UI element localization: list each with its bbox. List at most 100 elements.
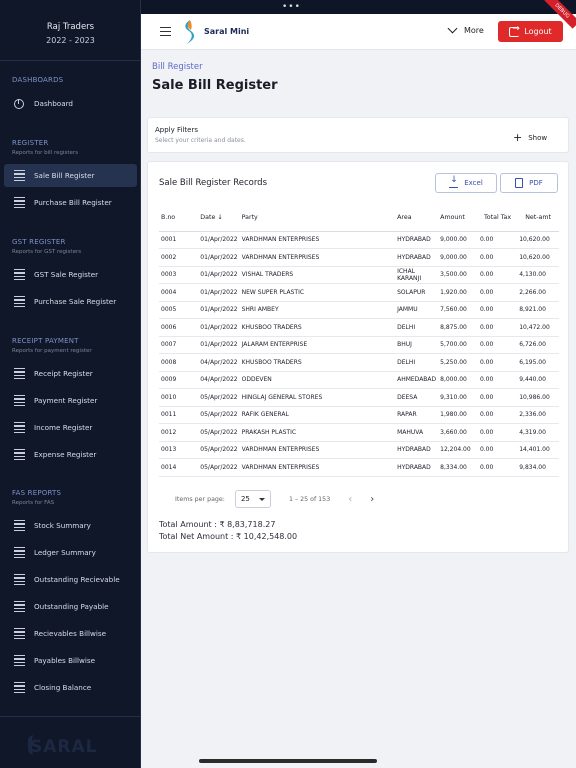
cell-net: 4,319.00 — [517, 423, 559, 442]
cell-area: DELHI — [395, 318, 439, 337]
table-row[interactable]: 0002 01/Apr/2022 VARDHMAN ENTERPRISES HYDRA… — [159, 248, 559, 267]
company-name: Raj Traders — [46, 22, 95, 32]
sidebar-item-recievables-billwise[interactable]: Recievables Billwise — [4, 622, 137, 645]
cell-party: KHUSBOO TRADERS — [239, 353, 396, 372]
more-menu-button[interactable]: More — [447, 23, 484, 35]
table-row[interactable]: 0004 01/Apr/2022 NEW SUPER PLASTIC SOLAPUR 1… — [159, 283, 559, 302]
logout-button[interactable]: Logout — [498, 21, 563, 42]
column-header-net-amt[interactable]: Net-amt — [517, 204, 559, 232]
document-icon — [515, 178, 524, 188]
cell-net: 4,130.00 — [517, 266, 559, 284]
breadcrumb[interactable]: Bill Register — [152, 62, 203, 72]
column-header-bno[interactable]: B.no — [159, 204, 199, 232]
list-icon — [4, 448, 34, 461]
sidebar-item-label: Income Register — [34, 423, 93, 432]
sidebar-item-payment-register[interactable]: Payment Register — [4, 389, 137, 412]
cell-amount: 3,660.00 — [438, 423, 478, 442]
cell-tax: 0.00 — [477, 406, 518, 424]
table-row[interactable]: 0001 01/Apr/2022 VARDHMAN ENTERPRISES HYDRA… — [159, 231, 559, 249]
pdf-label: PDF — [529, 179, 543, 187]
list-icon — [4, 268, 34, 281]
filters-subtitle: Select your criteria and dates. — [155, 137, 246, 144]
cell-area: HYDRABAD — [395, 248, 439, 267]
apply-filters-panel[interactable]: Apply Filters Select your criteria and d… — [147, 117, 569, 153]
column-header-label: Date — [200, 213, 216, 221]
items-per-page-select[interactable]: 25 — [234, 490, 271, 508]
sidebar-item-ledger-summary[interactable]: Ledger Summary — [4, 541, 137, 564]
list-icon — [4, 627, 34, 640]
sidebar-item-purchase-sale-register[interactable]: Purchase Sale Register — [4, 290, 137, 313]
cell-party: VARDHMAN ENTERPRISES — [239, 441, 396, 459]
sidebar-item-gst-sale-register[interactable]: GST Sale Register — [4, 263, 137, 286]
column-header-date[interactable]: Date ↓ — [198, 204, 240, 232]
sidebar-item-outstanding-recievable[interactable]: Outstanding Recievable — [4, 568, 137, 591]
column-header-amount[interactable]: Amount — [438, 204, 478, 232]
cell-date: 05/Apr/2022 — [198, 458, 240, 477]
table-row[interactable]: 0005 01/Apr/2022 SHRI AMBEY JAMMU 7,560.00 0.… — [159, 301, 559, 319]
column-header-area[interactable]: Area — [395, 204, 439, 232]
cell-net: 10,620.00 — [517, 231, 559, 249]
sidebar-item-receipt-register[interactable]: Receipt Register — [4, 362, 137, 385]
excel-export-button[interactable]: Excel — [435, 173, 497, 193]
table-row[interactable]: 0003 01/Apr/2022 VISHAL TRADERS ICHAL KARAN… — [159, 266, 559, 284]
home-indicator[interactable] — [199, 759, 377, 763]
column-header-party[interactable]: Party — [239, 204, 396, 232]
list-icon — [4, 421, 34, 434]
previous-page-icon[interactable]: ‹ — [348, 493, 353, 505]
multitask-dots-icon[interactable]: ••• — [282, 2, 301, 12]
sidebar-item-income-register[interactable]: Income Register — [4, 416, 137, 439]
cell-party: HINGLAJ GENERAL STORES — [239, 388, 396, 407]
next-page-icon[interactable]: › — [370, 493, 375, 505]
table-row[interactable]: 0008 04/Apr/2022 KHUSBOO TRADERS DELHI 5,250… — [159, 353, 559, 372]
saral-logo-mark-icon — [28, 735, 40, 755]
totals-section: Total Amount : ₹ 8,83,718.27 Total Net A… — [159, 519, 297, 543]
company-info: Raj Traders 2022 - 2023 — [0, 22, 141, 45]
column-header-total-tax[interactable]: Total Tax — [477, 204, 518, 232]
table-row[interactable]: 0012 05/Apr/2022 PRAKASH PLASTIC MAHUVA 3,66… — [159, 423, 559, 442]
dropdown-arrow-icon — [258, 497, 265, 501]
sidebar-item-expense-register[interactable]: Expense Register — [4, 443, 137, 466]
sidebar-item-purchase-bill-register[interactable]: Purchase Bill Register — [4, 191, 137, 214]
show-filters-button[interactable]: + Show — [513, 130, 547, 144]
sidebar-item-payables-billwise[interactable]: Payables Billwise — [4, 649, 137, 672]
total-net-amount: Total Net Amount : ₹ 10,42,548.00 — [159, 532, 298, 541]
sidebar-item-stock-summary[interactable]: Stock Summary — [4, 514, 137, 537]
top-app-bar: Saral Mini More Logout — [141, 14, 576, 50]
cell-tax: 0.00 — [477, 266, 518, 284]
cell-amount: 8,000.00 — [438, 371, 478, 389]
cell-tax: 0.00 — [477, 441, 518, 459]
sidebar-item-dashboard[interactable]: Dashboard — [4, 92, 137, 115]
status-bar: ••• — [0, 0, 576, 14]
cell-party: SHRI AMBEY — [239, 301, 396, 319]
menu-icon[interactable] — [160, 27, 171, 36]
cell-net: 6,726.00 — [517, 336, 559, 354]
table-row[interactable]: 0011 05/Apr/2022 RAFIK GENERAL RAPAR 1,980.0… — [159, 406, 559, 424]
total-amount: Total Amount : ₹ 8,83,718.27 — [159, 520, 276, 529]
sidebar-item-closing-balance[interactable]: Closing Balance — [4, 676, 137, 699]
sidebar-item-outstanding-payable[interactable]: Outstanding Payable — [4, 595, 137, 618]
cell-area: DELHI — [395, 353, 439, 372]
sidebar-item-sale-bill-register[interactable]: Sale Bill Register — [4, 164, 137, 187]
cell-bno: 0007 — [159, 336, 199, 354]
table-row[interactable]: 0010 05/Apr/2022 HINGLAJ GENERAL STORES DEE… — [159, 388, 559, 407]
sidebar-item-label: Sale Bill Register — [34, 171, 95, 180]
sidebar-item-label: Outstanding Payable — [34, 602, 109, 611]
list-icon — [4, 573, 34, 586]
table-row[interactable]: 0007 01/Apr/2022 JALARAM ENTERPRISE BHUJ 5,7… — [159, 336, 559, 354]
cell-net: 2,336.00 — [517, 406, 559, 424]
cell-tax: 0.00 — [477, 318, 518, 337]
records-card: Sale Bill Register Records Excel PDF B.n… — [147, 161, 569, 553]
cell-area: HYDRABAD — [395, 458, 439, 477]
list-icon — [4, 394, 34, 407]
cell-date: 04/Apr/2022 — [198, 353, 240, 372]
sidebar-item-label: Dashboard — [34, 99, 73, 108]
table-row[interactable]: 0006 01/Apr/2022 KHUSBOO TRADERS DELHI 8,875… — [159, 318, 559, 337]
sidebar-item-label: Recievables Billwise — [34, 629, 107, 638]
cell-amount: 9,000.00 — [438, 248, 478, 267]
cell-bno: 0014 — [159, 458, 199, 477]
table-row[interactable]: 0013 05/Apr/2022 VARDHMAN ENTERPRISES HYDRA… — [159, 441, 559, 459]
table-row[interactable]: 0014 05/Apr/2022 VARDHMAN ENTERPRISES HYDRA… — [159, 458, 559, 477]
table-row[interactable]: 0009 04/Apr/2022 ODDEVEN AHMEDABAD 8,000.00 0… — [159, 371, 559, 389]
pdf-export-button[interactable]: PDF — [500, 173, 558, 193]
cell-party: VARDHMAN ENTERPRISES — [239, 231, 396, 249]
